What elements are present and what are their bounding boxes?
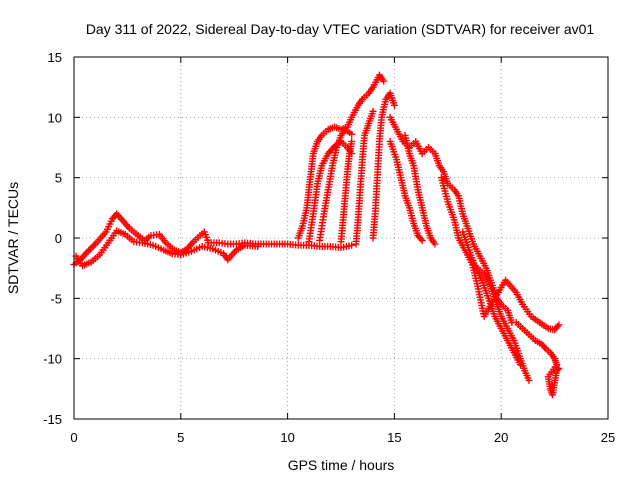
data-point: [348, 130, 356, 138]
x-tick-label: 0: [70, 430, 77, 445]
y-tick-label: 15: [48, 50, 62, 65]
data-point: [348, 241, 356, 249]
data-point: [554, 366, 562, 374]
data-point: [541, 343, 549, 351]
data-point: [516, 361, 524, 369]
x-tick-label: 5: [177, 430, 184, 445]
data-point: [417, 235, 425, 243]
data-marks: [70, 71, 563, 399]
data-point: [418, 236, 426, 244]
axis-ticks: 0 5 10 15 20 25 -15 -10 -5 0 5 10 15: [43, 50, 615, 445]
data-point: [85, 247, 93, 255]
data-point: [390, 101, 398, 109]
data-point: [555, 364, 563, 372]
data-point: [555, 321, 563, 329]
y-tick-label: 5: [55, 171, 62, 186]
data-point: [369, 107, 377, 115]
data-point: [86, 245, 94, 253]
data-point: [431, 240, 439, 248]
y-axis-label: SDTVAR / TECUs: [5, 182, 21, 294]
data-point: [380, 77, 388, 85]
x-tick-label: 25: [601, 430, 615, 445]
y-tick-label: -10: [43, 352, 62, 367]
chart-title: Day 311 of 2022, Sidereal Day-to-day VTE…: [86, 21, 595, 37]
data-point: [254, 242, 262, 250]
y-tick-label: -15: [43, 412, 62, 427]
x-tick-label: 10: [280, 430, 294, 445]
y-tick-label: -5: [50, 291, 62, 306]
x-tick-label: 15: [387, 430, 401, 445]
x-axis-label: GPS time / hours: [288, 457, 395, 473]
y-tick-label: 10: [48, 110, 62, 125]
y-tick-label: 0: [55, 231, 62, 246]
data-point: [348, 137, 356, 145]
data-point: [525, 376, 533, 384]
data-point: [88, 243, 96, 251]
data-point: [90, 242, 98, 250]
data-point: [553, 322, 561, 330]
x-tick-label: 20: [494, 430, 508, 445]
